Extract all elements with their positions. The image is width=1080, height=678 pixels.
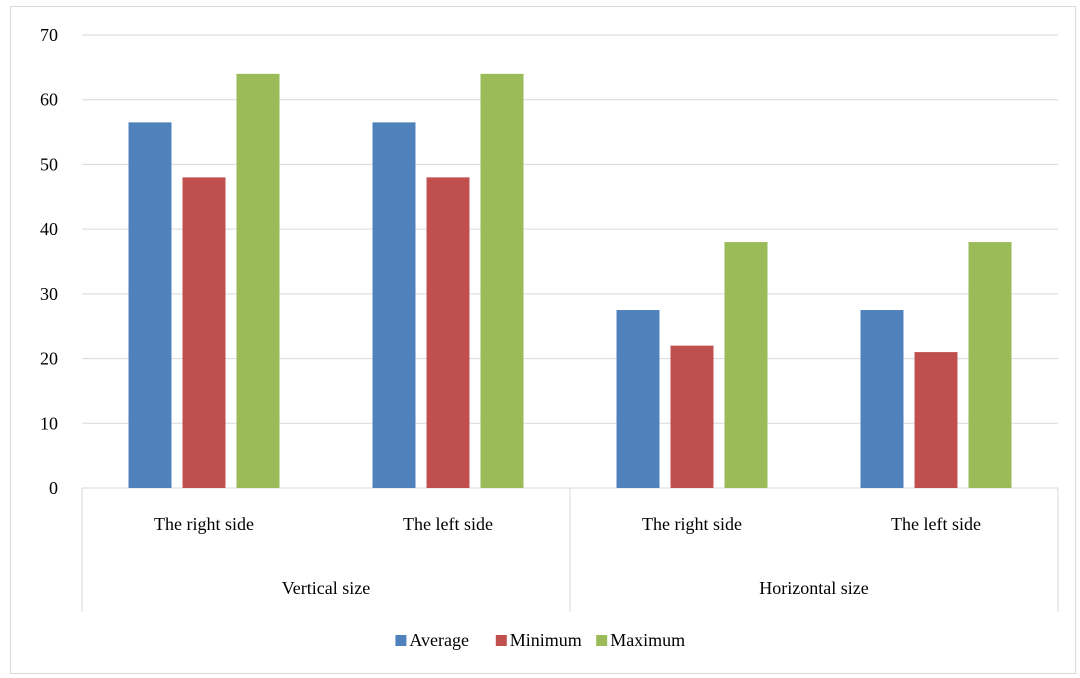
y-tick-label: 30: [40, 284, 58, 304]
y-tick-label: 0: [49, 478, 58, 498]
category-label: The right side: [642, 514, 742, 534]
legend-swatch-maximum: [596, 635, 608, 646]
category-label: The right side: [154, 514, 254, 534]
bar-minimum: [670, 345, 714, 488]
legend-swatch-average: [395, 635, 407, 646]
bar-average: [128, 122, 172, 488]
bar-minimum: [914, 352, 958, 488]
bar-minimum: [182, 177, 226, 488]
bar-average: [372, 122, 416, 488]
bar-maximum: [236, 73, 280, 488]
y-tick-label: 10: [40, 413, 58, 433]
bar-maximum: [480, 73, 524, 488]
group-label: Vertical size: [282, 578, 370, 598]
legend-swatch-minimum: [495, 635, 507, 646]
legend-label: Average: [409, 630, 469, 650]
y-tick-label: 40: [40, 219, 58, 239]
bar-maximum: [724, 242, 768, 488]
bar-average: [616, 310, 660, 488]
y-tick-label: 70: [40, 25, 58, 45]
y-tick-label: 20: [40, 349, 58, 369]
legend-label: Minimum: [510, 630, 582, 650]
bar-minimum: [426, 177, 470, 488]
legend-label: Maximum: [610, 630, 685, 650]
y-tick-label: 50: [40, 154, 58, 174]
bar-maximum: [968, 242, 1012, 488]
group-label: Horizontal size: [759, 578, 868, 598]
category-label: The left side: [403, 514, 493, 534]
category-label: The left side: [891, 514, 981, 534]
y-tick-label: 60: [40, 90, 58, 110]
bar-average: [860, 310, 904, 488]
